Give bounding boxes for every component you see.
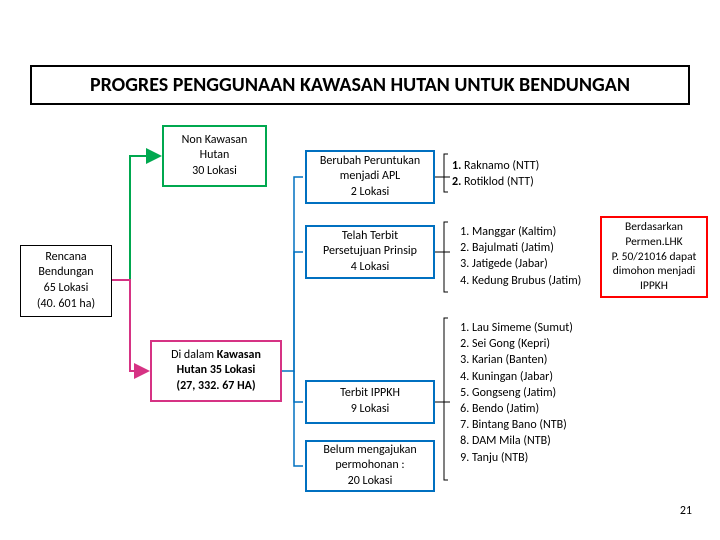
text: Berdasarkan [606, 220, 702, 235]
text: Persetujuan Prinsip [311, 244, 429, 260]
list-ippkh: Lau Simeme (Sumut) Sei Gong (Kepri) Kari… [452, 320, 600, 466]
list-item: Raknamo (NTT) [464, 159, 539, 173]
text: Berubah Peruntukan [311, 154, 429, 170]
node-rencana: Rencana Bendungan 65 Lokasi (40. 601 ha) [20, 245, 112, 317]
list-item: Gongseng (Jatim) [472, 385, 600, 401]
node-ippkh: Terbit IPPKH 9 Lokasi [305, 380, 435, 424]
node-belum: Belum mengajukan permohonan : 20 Lokasi [305, 440, 435, 492]
list-item: Tanju (NTB) [472, 450, 600, 466]
list-item: Manggar (Kaltim) [472, 224, 600, 240]
list-item: Bendo (Jatim) [472, 401, 600, 417]
page-title: PROGRES PENGGUNAAN KAWASAN HUTAN UNTUK B… [30, 65, 690, 105]
text: Terbit IPPKH [311, 386, 429, 402]
node-apl: Berubah Peruntukan menjadi APL 2 Lokasi [305, 150, 435, 204]
text: Hutan [168, 148, 261, 164]
list-prinsip: Manggar (Kaltim) Bajulmati (Jatim) Jatig… [452, 224, 600, 289]
node-non-kawasan: Non Kawasan Hutan 30 Lokasi [162, 125, 267, 187]
text-bold: 35 Lokasi [210, 363, 256, 377]
text: Bendungan [25, 265, 107, 281]
text: P. 50/21016 dapat [606, 250, 702, 265]
text: menjadi APL [311, 169, 429, 185]
text: 9 Lokasi [311, 402, 429, 418]
text: 2 Lokasi [311, 185, 429, 201]
list-item: Karian (Banten) [472, 352, 600, 368]
text: Non Kawasan [168, 133, 261, 149]
list-apl: 1. Raknamo (NTT) 2. Rotiklod (NTT) [452, 158, 587, 190]
text: Hutan 35 Lokasi [156, 363, 276, 379]
text: dimohon menjadi [606, 264, 702, 279]
node-didalam: Di dalam Kawasan Hutan 35 Lokasi (27, 33… [150, 340, 282, 402]
text: permohonan : [311, 458, 429, 474]
list-item: Kuningan (Jabar) [472, 369, 600, 385]
text: IPPKH [606, 279, 702, 294]
text-bold: Kawasan [217, 348, 261, 362]
text: 4 Lokasi [311, 260, 429, 276]
text: Telah Terbit [311, 229, 429, 245]
node-prinsip: Telah Terbit Persetujuan Prinsip 4 Lokas… [305, 225, 435, 279]
text: Di dalam Kawasan [156, 348, 276, 364]
text-bold: Hutan [177, 363, 207, 377]
list-item: Bintang Bano (NTB) [472, 417, 600, 433]
page-number: 21 [680, 504, 692, 518]
text: Rencana [25, 250, 107, 266]
text: 65 Lokasi [25, 281, 107, 297]
text: 30 Lokasi [168, 164, 261, 180]
text: 20 Lokasi [311, 474, 429, 490]
text: (27, 332. 67 HA) [156, 379, 276, 395]
list-item: Rotiklod (NTT) [464, 175, 534, 189]
list-item: Jatigede (Jabar) [472, 256, 600, 272]
list-item: Kedung Brubus (Jatim) [472, 273, 600, 289]
text: (40. 601 ha) [25, 297, 107, 313]
node-note: Berdasarkan Permen.LHK P. 50/21016 dapat… [600, 216, 708, 298]
list-item: Bajulmati (Jatim) [472, 240, 600, 256]
text: Permen.LHK [606, 235, 702, 250]
list-item: Sei Gong (Kepri) [472, 336, 600, 352]
list-item: DAM Mila (NTB) [472, 433, 600, 449]
list-item: Lau Simeme (Sumut) [472, 320, 600, 336]
text: Belum mengajukan [311, 443, 429, 459]
